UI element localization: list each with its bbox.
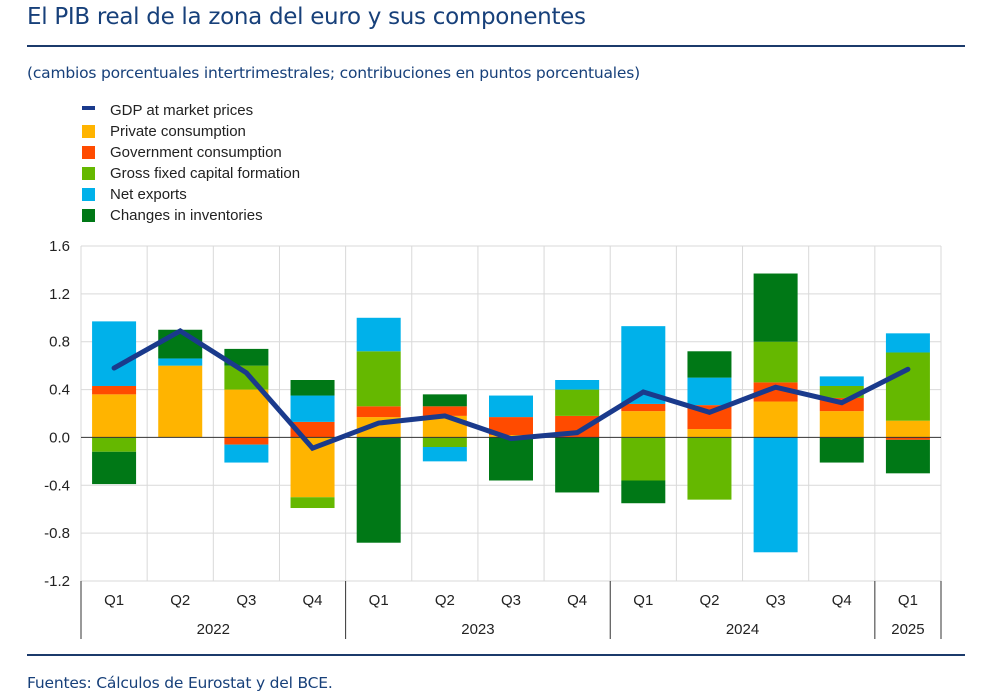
source-note: Fuentes: Cálculos de Eurostat y del BCE.	[27, 674, 333, 692]
x-tick-label: Q4	[303, 592, 323, 609]
stacked-bars	[92, 274, 930, 553]
footer-divider	[27, 654, 965, 656]
bar-segment-inventories	[92, 452, 136, 484]
year-label: 2022	[197, 621, 230, 638]
x-tick-label: Q3	[236, 592, 256, 609]
bar-segment-inventories	[820, 437, 864, 462]
y-tick-label: 0.4	[49, 382, 70, 399]
bar-segment-private	[754, 402, 798, 438]
bar-segment-inventories	[886, 440, 930, 474]
y-tick-label: 1.2	[49, 286, 70, 303]
y-tick-label: 1.6	[49, 238, 70, 255]
bar-segment-private	[820, 411, 864, 437]
bar-segment-inventories	[687, 351, 731, 377]
bar-segment-net-exports	[820, 376, 864, 386]
bar-segment-gfcf	[754, 342, 798, 383]
bar-segment-gfcf	[291, 497, 335, 508]
y-tick-label: -0.8	[44, 525, 70, 542]
bar-segment-net-exports	[555, 380, 599, 390]
bar-segment-net-exports	[754, 437, 798, 552]
bar-segment-gfcf	[224, 366, 268, 390]
bar-segment-private	[886, 421, 930, 438]
bar-segment-net-exports	[158, 358, 202, 365]
bar-segment-private	[621, 411, 665, 437]
bar-segment-private	[687, 429, 731, 437]
bar-segment-net-exports	[489, 396, 533, 418]
bar-segment-net-exports	[687, 378, 731, 406]
x-tick-label: Q1	[369, 592, 389, 609]
y-tick-label: -0.4	[44, 477, 70, 494]
bar-segment-gfcf	[423, 437, 467, 447]
bar-segment-inventories	[555, 437, 599, 492]
year-label: 2025	[891, 621, 924, 638]
bar-segment-private	[158, 366, 202, 438]
year-label: 2023	[461, 621, 494, 638]
x-tick-label: Q4	[567, 592, 587, 609]
bar-segment-gfcf	[92, 437, 136, 451]
bar-segment-gfcf	[687, 437, 731, 499]
x-tick-label: Q1	[633, 592, 653, 609]
year-label: 2024	[726, 621, 759, 638]
bar-segment-private	[92, 394, 136, 437]
bar-segment-gfcf	[357, 351, 401, 406]
bar-segment-private	[224, 390, 268, 438]
x-tick-label: Q1	[898, 592, 918, 609]
y-tick-label: 0.0	[49, 429, 70, 446]
x-tick-label: Q1	[104, 592, 124, 609]
bar-segment-net-exports	[886, 333, 930, 352]
bar-segment-net-exports	[92, 321, 136, 386]
bar-segment-inventories	[423, 394, 467, 406]
bar-segment-inventories	[754, 274, 798, 342]
bar-segment-gfcf	[886, 352, 930, 420]
bar-segment-inventories	[291, 380, 335, 396]
x-tick-label: Q2	[435, 592, 455, 609]
bar-segment-net-exports	[224, 445, 268, 463]
x-tick-label: Q2	[699, 592, 719, 609]
bar-segment-government	[621, 404, 665, 411]
bar-segment-gfcf	[555, 390, 599, 416]
bar-segment-inventories	[489, 437, 533, 480]
bar-segment-gfcf	[621, 437, 665, 480]
y-tick-label: 0.8	[49, 334, 70, 351]
x-tick-label: Q3	[501, 592, 521, 609]
bar-segment-government	[357, 406, 401, 417]
bar-segment-net-exports	[423, 447, 467, 461]
bar-segment-inventories	[621, 481, 665, 504]
x-tick-label: Q2	[170, 592, 190, 609]
bar-segment-government	[92, 386, 136, 394]
x-tick-label: Q4	[832, 592, 852, 609]
bar-segment-inventories	[357, 437, 401, 542]
bar-segment-inventories	[158, 330, 202, 359]
bar-segment-net-exports	[357, 318, 401, 352]
y-tick-label: -1.2	[44, 573, 70, 590]
bar-segment-net-exports	[291, 396, 335, 422]
bar-segment-government	[224, 437, 268, 444]
x-tick-label: Q3	[766, 592, 786, 609]
